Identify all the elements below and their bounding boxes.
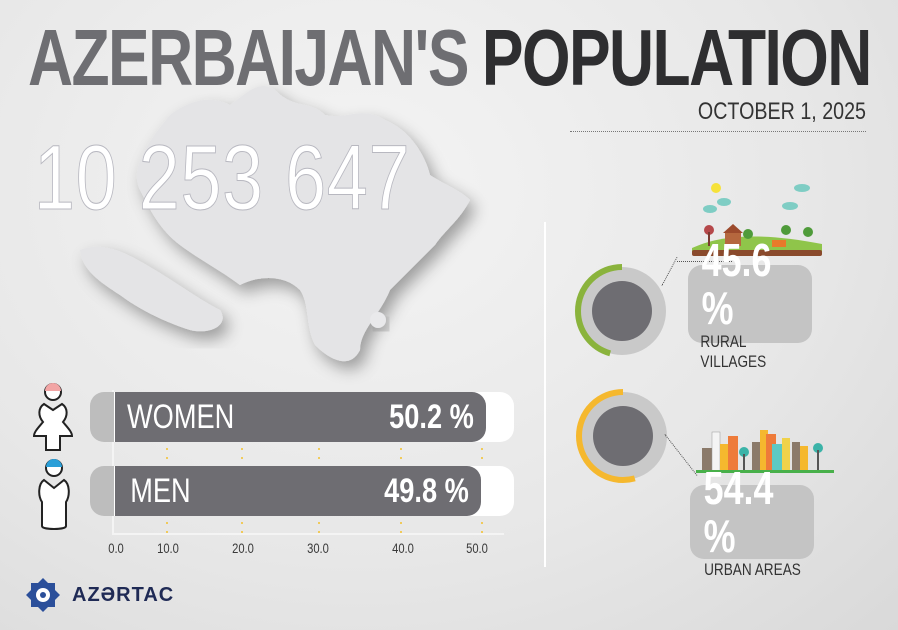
azertac-logo: AZƏRTAC [24,575,174,615]
x-tick-50: 50.0 [466,540,488,556]
man-icon [38,459,70,530]
x-tick-0: 0.0 [108,540,124,556]
section-divider [544,222,546,567]
rural-value: 45.6 % [701,234,772,334]
total-population: 10 253 647 [34,127,411,229]
woman-icon [32,383,74,451]
y-axis-line [112,390,114,535]
x-tick-30: 30.0 [307,540,329,556]
urban-stat-card: 54.4 % URBAN AREAS [690,464,814,579]
page-title: AZERBAIJAN'S POPULATION [28,8,872,103]
urban-donut-chart [576,389,670,483]
azertac-emblem-icon [26,578,60,612]
men-bar: MEN 49.8 % [115,466,481,516]
urban-value: 54.4 % [703,462,774,562]
x-tick-10: 10.0 [157,540,179,556]
title-topic: POPULATION [481,13,872,102]
women-label: WOMEN [127,397,235,436]
men-value: 49.8 % [384,471,469,510]
rural-label: RURAL VILLAGES [700,332,767,371]
x-axis-line [112,533,504,535]
rural-donut-chart [575,264,669,358]
report-date: OCTOBER 1, 2025 [697,98,866,125]
women-bar: WOMEN 50.2 % [115,392,486,442]
title-country: AZERBAIJAN'S [28,13,469,102]
women-value: 50.2 % [389,397,474,436]
azerbaijan-map-silhouette [80,85,471,362]
rural-leader-line-h [677,261,732,262]
city-skyline-icon [696,430,834,473]
logo-text: AZƏRTAC [72,583,175,606]
men-label: MEN [130,471,191,510]
rural-landscape-icon [692,183,822,256]
urban-label: URBAN AREAS [703,560,801,579]
x-tick-40: 40.0 [392,540,414,556]
date-divider [570,131,866,132]
x-tick-20: 20.0 [232,540,254,556]
rural-stat-card: 45.6 % RURAL VILLAGES [688,236,812,371]
